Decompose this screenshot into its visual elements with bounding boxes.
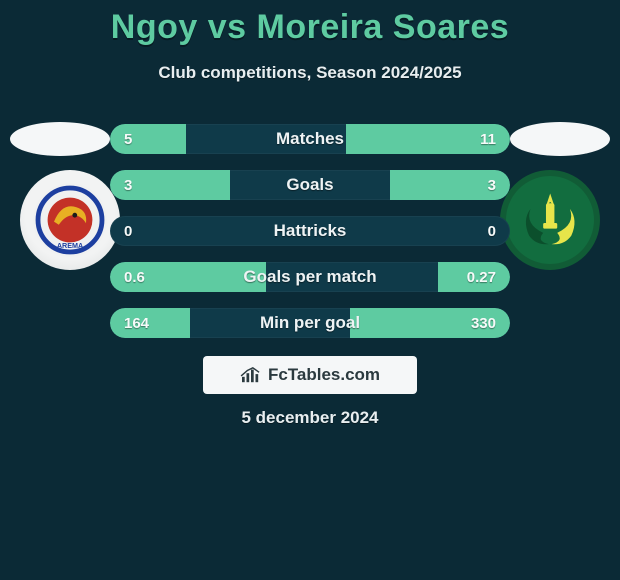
stat-value-right: 0 [474, 216, 510, 246]
stat-fill-right [438, 262, 510, 292]
stat-value-left: 0 [110, 216, 146, 246]
brand-attribution: FcTables.com [203, 356, 417, 394]
stat-fill-left [110, 170, 230, 200]
stat-row: 0 Hattricks 0 [110, 216, 510, 246]
stat-fill-right [350, 308, 510, 338]
stat-fill-left [110, 124, 186, 154]
team-badge-right [500, 170, 600, 270]
player-right-placeholder [510, 122, 610, 156]
stat-fill-left [110, 262, 266, 292]
arema-crest-icon: AREMA [30, 180, 110, 260]
stat-fill-right [346, 124, 510, 154]
bar-chart-icon [240, 366, 262, 384]
comparison-bars: 5 Matches 11 3 Goals 3 0 Hattricks 0 0.6… [110, 124, 510, 338]
svg-text:AREMA: AREMA [57, 241, 83, 250]
stat-row: 164 Min per goal 330 [110, 308, 510, 338]
team-badge-left: AREMA [20, 170, 120, 270]
stat-fill-left [110, 308, 190, 338]
stat-fill-right [390, 170, 510, 200]
brand-text: FcTables.com [268, 365, 380, 385]
page-title: Ngoy vs Moreira Soares [0, 0, 620, 47]
stat-label: Hattricks [110, 216, 510, 246]
stat-row: 3 Goals 3 [110, 170, 510, 200]
snapshot-date: 5 december 2024 [0, 408, 620, 428]
persebaya-crest-icon [515, 185, 585, 255]
player-left-placeholder [10, 122, 110, 156]
stat-row: 5 Matches 11 [110, 124, 510, 154]
page-subtitle: Club competitions, Season 2024/2025 [0, 63, 620, 83]
stat-row: 0.6 Goals per match 0.27 [110, 262, 510, 292]
